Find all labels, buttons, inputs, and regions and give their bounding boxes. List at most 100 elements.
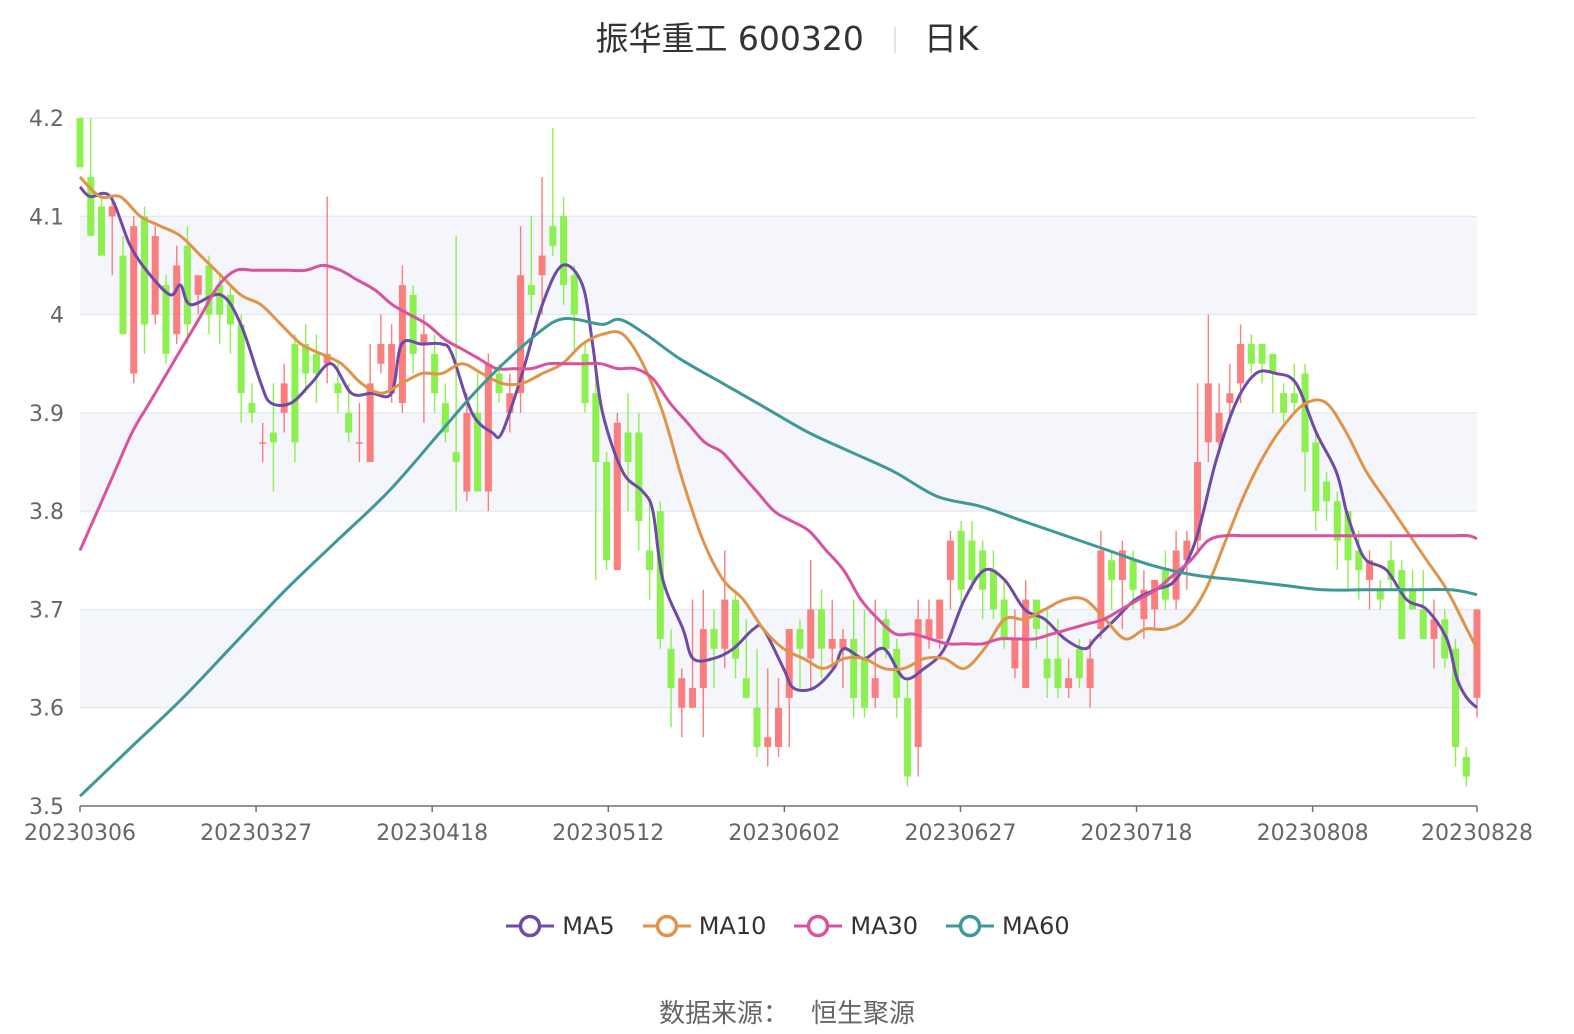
candle bbox=[312, 334, 320, 404]
candle bbox=[914, 599, 922, 777]
candle bbox=[76, 118, 84, 168]
candle-body bbox=[334, 383, 342, 394]
candle bbox=[366, 344, 374, 462]
candle-body bbox=[1290, 393, 1298, 404]
candle bbox=[1215, 383, 1223, 453]
candle bbox=[968, 520, 976, 590]
candle-body bbox=[216, 285, 224, 315]
candle-body bbox=[732, 599, 740, 659]
x-tick-label: 20230306 bbox=[24, 821, 136, 846]
candle-body bbox=[1237, 344, 1245, 384]
candle bbox=[377, 314, 385, 374]
candle bbox=[946, 530, 954, 610]
candle-body bbox=[108, 206, 116, 217]
candle bbox=[989, 550, 997, 620]
candle-body bbox=[97, 206, 105, 256]
candle bbox=[549, 127, 557, 256]
candle-body bbox=[817, 609, 825, 649]
chart-title: 振华重工 600320 日K bbox=[0, 12, 1574, 60]
candle bbox=[1462, 747, 1470, 787]
candle-body bbox=[613, 422, 621, 571]
candle bbox=[1419, 570, 1427, 639]
candle-body bbox=[549, 226, 557, 246]
grid-bands bbox=[80, 216, 1477, 708]
candle-body bbox=[1204, 383, 1212, 443]
source-label: 数据来源： bbox=[658, 999, 789, 1029]
candle-body bbox=[699, 629, 707, 689]
candle bbox=[1065, 658, 1073, 698]
candle bbox=[560, 196, 568, 305]
candle-body bbox=[377, 344, 385, 364]
kline-chart: 3.53.63.73.83.944.14.2 20230306 20230327 2… bbox=[24, 107, 1533, 846]
candle-body bbox=[302, 344, 310, 374]
candle bbox=[420, 314, 428, 423]
candle bbox=[1204, 314, 1212, 462]
candle-body bbox=[1355, 550, 1363, 571]
candle bbox=[1452, 638, 1460, 767]
y-tick-label: 4.1 bbox=[29, 205, 64, 230]
candle-body bbox=[925, 619, 933, 639]
candle-body bbox=[441, 403, 449, 433]
candle-body bbox=[1022, 599, 1030, 689]
candle-body bbox=[1312, 442, 1320, 512]
candle bbox=[1022, 579, 1030, 689]
candle-body bbox=[463, 412, 471, 492]
title-separator bbox=[893, 27, 896, 53]
candle bbox=[807, 560, 815, 689]
legend-item-ma30[interactable]: MA30 bbox=[792, 912, 918, 940]
legend-marker-icon bbox=[794, 914, 843, 938]
candle bbox=[635, 412, 643, 551]
candle bbox=[1151, 579, 1159, 630]
candle bbox=[764, 668, 772, 767]
candle-body bbox=[1409, 589, 1417, 610]
candle-body bbox=[936, 599, 944, 639]
candle-body bbox=[1269, 353, 1277, 374]
candle bbox=[248, 383, 256, 423]
candle bbox=[1011, 609, 1019, 679]
legend-item-ma60[interactable]: MA60 bbox=[944, 912, 1070, 940]
candle bbox=[302, 324, 310, 394]
x-tick-label: 20230808 bbox=[1257, 821, 1369, 846]
candle bbox=[1473, 609, 1481, 718]
candle-body bbox=[1398, 570, 1406, 639]
candle bbox=[452, 235, 460, 512]
candle bbox=[1237, 324, 1245, 404]
data-source: 数据来源： 恒生聚源 bbox=[0, 993, 1574, 1030]
y-tick-label: 4.2 bbox=[29, 107, 64, 132]
candle bbox=[689, 599, 697, 708]
candle bbox=[140, 206, 148, 354]
candle bbox=[903, 678, 911, 787]
y-tick-label: 3.8 bbox=[29, 500, 64, 525]
candle-body bbox=[1473, 609, 1481, 698]
legend-item-ma5[interactable]: MA5 bbox=[504, 912, 615, 940]
candle-body bbox=[1129, 560, 1137, 590]
candle-body bbox=[452, 452, 460, 462]
candle-body bbox=[312, 353, 320, 374]
candle-body bbox=[259, 442, 267, 444]
candle bbox=[398, 265, 406, 413]
candle-body bbox=[603, 462, 611, 561]
candle bbox=[355, 403, 363, 462]
x-tick-label: 20230418 bbox=[376, 821, 488, 846]
candle bbox=[699, 589, 707, 738]
candle-body bbox=[1075, 648, 1083, 679]
candle-body bbox=[678, 678, 686, 708]
legend-label: MA60 bbox=[1002, 912, 1070, 940]
legend-item-ma10[interactable]: MA10 bbox=[641, 912, 766, 940]
candle bbox=[237, 314, 245, 423]
candle bbox=[183, 226, 191, 345]
candle-body bbox=[1183, 540, 1191, 561]
candle-body bbox=[506, 393, 514, 413]
candle bbox=[280, 363, 288, 433]
candle-body bbox=[226, 294, 234, 325]
candle-body bbox=[474, 412, 482, 492]
candle-body bbox=[1054, 658, 1062, 689]
candle-body bbox=[946, 540, 954, 580]
candle-body bbox=[517, 275, 525, 394]
candle-body bbox=[646, 550, 654, 571]
candle-body bbox=[1086, 658, 1094, 689]
candle bbox=[925, 599, 933, 649]
x-tick-label: 20230718 bbox=[1081, 821, 1193, 846]
candle-body bbox=[753, 707, 761, 748]
candle bbox=[1247, 334, 1255, 374]
